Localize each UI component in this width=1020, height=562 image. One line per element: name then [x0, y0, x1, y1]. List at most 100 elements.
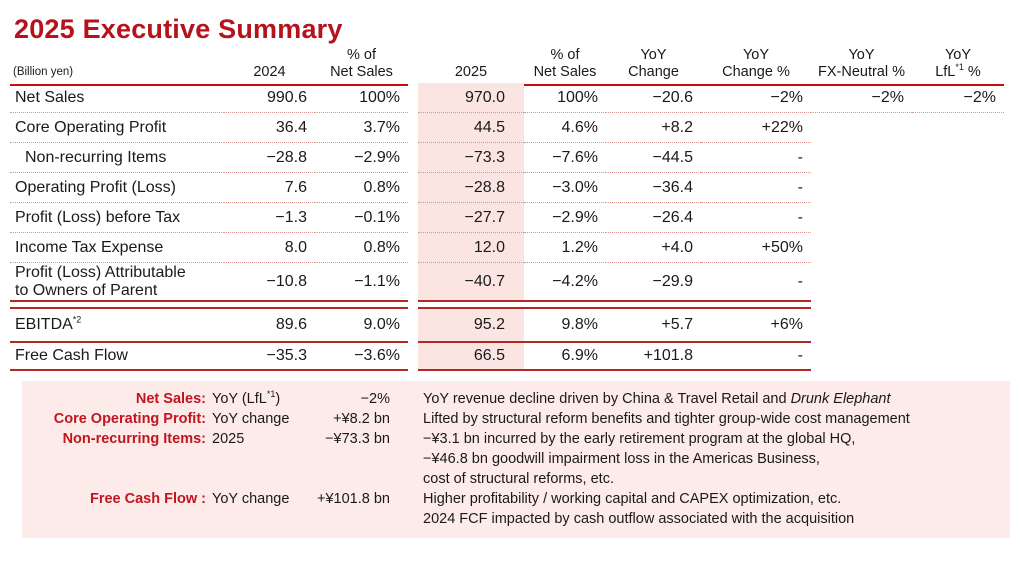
- note-description: −¥46.8 bn goodwill impairment loss in th…: [423, 451, 820, 467]
- note-description: Lifted by structural reform benefits and…: [423, 411, 910, 427]
- cell-pct-2025: 6.9%: [524, 343, 606, 371]
- cell-yoy-lfl: [912, 343, 1004, 371]
- cell-yoy-change-pct: -: [701, 343, 811, 371]
- cell-yoy-lfl: [912, 173, 1004, 203]
- column-gap: [408, 263, 418, 302]
- note-value: +¥8.2 bn: [333, 411, 390, 427]
- note-metric: [212, 469, 312, 489]
- cell-yoy-fx-neutral: [811, 307, 912, 343]
- cell-yoy-lfl: [912, 203, 1004, 233]
- row-label: EBITDA*2: [10, 307, 224, 343]
- cell-2024: 8.0: [224, 233, 315, 263]
- cell-yoy-change: −36.4: [606, 173, 701, 203]
- row-label: Income Tax Expense: [10, 233, 224, 263]
- cell-pct-2024: −1.1%: [315, 263, 408, 302]
- table-row-income-tax-expense: Income Tax Expense 8.0 0.8% 12.0 1.2% +4…: [10, 233, 1014, 263]
- cell-yoy-change: −29.9: [606, 263, 701, 302]
- note-metric: [212, 449, 312, 469]
- cell-pct-2025: 4.6%: [524, 113, 606, 143]
- table-row-profit-attributable-to-owners: Profit (Loss) Attributable to Owners of …: [10, 263, 1014, 302]
- slide: 2025 Executive Summary (Billion yen) 202…: [0, 14, 1020, 538]
- cell-yoy-fx-neutral: [811, 203, 912, 233]
- header-pct-net-sales-2025: % of Net Sales: [524, 47, 606, 86]
- header-yoy-lfl-line2: LfL*1 %: [935, 62, 981, 80]
- cell-yoy-change: −20.6: [606, 83, 701, 113]
- note-value: [312, 469, 398, 489]
- cell-2024: 7.6: [224, 173, 315, 203]
- table-row-operating-profit: Operating Profit (Loss) 7.6 0.8% −28.8 −…: [10, 173, 1014, 203]
- header-pct-net-sales-2024: % of Net Sales: [315, 47, 408, 86]
- cell-2025: −27.7: [418, 203, 524, 233]
- note-metric: YoY change: [212, 491, 290, 507]
- cell-pct-2025: −7.6%: [524, 143, 606, 173]
- cell-yoy-fx-neutral: −2%: [811, 83, 912, 113]
- header-2024: 2024: [224, 47, 315, 86]
- table-row-core-operating-profit: Core Operating Profit 36.4 3.7% 44.5 4.6…: [10, 113, 1014, 143]
- cell-yoy-lfl: [912, 233, 1004, 263]
- row-label: Profit (Loss) Attributable to Owners of …: [10, 263, 224, 302]
- cell-yoy-change-pct: +22%: [701, 113, 811, 143]
- cell-yoy-change: +4.0: [606, 233, 701, 263]
- cell-yoy-change-pct: -: [701, 203, 811, 233]
- note-label: Core Operating Profit:: [53, 411, 206, 427]
- cell-pct-2024: −2.9%: [315, 143, 408, 173]
- note-row-free-cash-flow: Free Cash Flow : YoY change +¥101.8 bn H…: [22, 489, 1010, 509]
- note-value: +¥101.8 bn: [317, 491, 390, 507]
- note-label: [22, 469, 212, 489]
- note-metric: YoY change: [212, 411, 290, 427]
- cell-pct-2025: 100%: [524, 83, 606, 113]
- cell-yoy-fx-neutral: [811, 263, 912, 302]
- cell-pct-2025: −2.9%: [524, 203, 606, 233]
- note-description: −¥3.1 bn incurred by the early retiremen…: [423, 431, 856, 447]
- cell-2025: 970.0: [418, 83, 524, 113]
- cell-2024: −35.3: [224, 343, 315, 371]
- cell-yoy-lfl: [912, 113, 1004, 143]
- cell-yoy-change: +101.8: [606, 343, 701, 371]
- page-title: 2025 Executive Summary: [14, 14, 343, 44]
- cell-2024: −10.8: [224, 263, 315, 302]
- row-label: Operating Profit (Loss): [10, 173, 224, 203]
- note-label: [22, 509, 212, 529]
- cell-yoy-change-pct: +50%: [701, 233, 811, 263]
- column-gap: [408, 233, 418, 263]
- cell-yoy-lfl: [912, 143, 1004, 173]
- note-label: Free Cash Flow :: [89, 491, 206, 507]
- cell-2024: −28.8: [224, 143, 315, 173]
- cell-yoy-fx-neutral: [811, 173, 912, 203]
- cell-pct-2024: −3.6%: [315, 343, 408, 371]
- column-gap: [408, 113, 418, 143]
- row-label: Free Cash Flow: [10, 343, 224, 371]
- note-description: 2024 FCF impacted by cash outflow associ…: [423, 511, 855, 527]
- note-label: Non-recurring Items:: [62, 431, 206, 447]
- cell-pct-2024: −0.1%: [315, 203, 408, 233]
- cell-2025: −40.7: [418, 263, 524, 302]
- cell-2025: −28.8: [418, 173, 524, 203]
- cell-pct-2025: −4.2%: [524, 263, 606, 302]
- header-yoy-change: YoY Change: [606, 47, 701, 86]
- cell-2025: 66.5: [418, 343, 524, 371]
- cell-pct-2025: −3.0%: [524, 173, 606, 203]
- note-label: Net Sales:: [135, 391, 206, 407]
- cell-pct-2024: 0.8%: [315, 173, 408, 203]
- column-gap: [408, 203, 418, 233]
- header-yoy-lfl-line1: YoY: [944, 47, 972, 63]
- cell-pct-2024: 100%: [315, 83, 408, 113]
- note-value: [312, 449, 398, 469]
- note-metric: YoY (LfL*1): [212, 389, 281, 407]
- cell-yoy-change: +5.7: [606, 307, 701, 343]
- note-description: YoY revenue decline driven by China & Tr…: [423, 391, 891, 407]
- cell-yoy-fx-neutral: [811, 343, 912, 371]
- cell-yoy-change-pct: -: [701, 143, 811, 173]
- note-row-continuation: cost of structural reforms, etc.: [22, 469, 1010, 489]
- row-label: Non-recurring Items: [10, 143, 224, 173]
- cell-2024: 36.4: [224, 113, 315, 143]
- cell-2025: −73.3: [418, 143, 524, 173]
- row-label: Core Operating Profit: [10, 113, 224, 143]
- cell-yoy-fx-neutral: [811, 113, 912, 143]
- note-row-non-recurring-items: Non-recurring Items: 2025 −¥73.3 bn −¥3.…: [22, 429, 1010, 449]
- table-row-net-sales: Net Sales 990.6 100% 970.0 100% −20.6 −2…: [10, 83, 1014, 113]
- note-description: Higher profitability / working capital a…: [423, 491, 842, 507]
- cell-yoy-lfl: [912, 307, 1004, 343]
- header-yoy-lfl: YoY LfL*1 %: [912, 47, 1004, 86]
- cell-yoy-lfl: −2%: [912, 83, 1004, 113]
